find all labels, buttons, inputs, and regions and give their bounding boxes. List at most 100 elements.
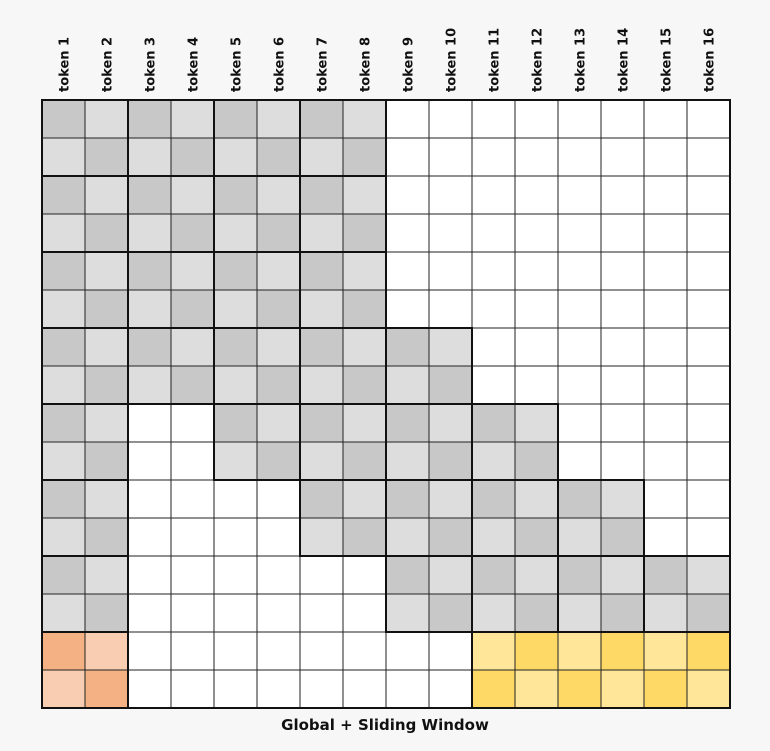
attention-cell	[429, 594, 472, 632]
attention-cell	[85, 594, 128, 632]
attention-cell	[558, 176, 601, 214]
attention-cell	[558, 214, 601, 252]
attention-cell	[515, 480, 558, 518]
attention-cell	[601, 442, 644, 480]
attention-cell	[386, 480, 429, 518]
attention-cell	[687, 366, 730, 404]
attention-cell	[429, 670, 472, 708]
attention-cell	[85, 442, 128, 480]
attention-cell	[300, 556, 343, 594]
attention-cell	[42, 214, 85, 252]
attention-cell	[386, 556, 429, 594]
attention-cell	[257, 100, 300, 138]
attention-cell	[687, 290, 730, 328]
token-label: token 16	[703, 28, 718, 92]
attention-cell	[257, 138, 300, 176]
attention-cell	[214, 138, 257, 176]
attention-cell	[343, 670, 386, 708]
attention-cell	[515, 252, 558, 290]
block-borders	[41, 99, 731, 709]
attention-cell	[472, 632, 515, 670]
attention-cell	[429, 404, 472, 442]
token-label: token 4	[187, 37, 202, 92]
attention-cell	[687, 556, 730, 594]
attention-cell	[300, 366, 343, 404]
attention-cell	[171, 214, 214, 252]
attention-cell	[601, 328, 644, 366]
attention-cell	[472, 100, 515, 138]
attention-cell	[85, 518, 128, 556]
attention-cell	[472, 518, 515, 556]
attention-cell	[515, 442, 558, 480]
attention-cell	[343, 518, 386, 556]
attention-cell	[515, 328, 558, 366]
attention-cell	[257, 252, 300, 290]
attention-cell	[687, 670, 730, 708]
attention-cell	[128, 632, 171, 670]
attention-cell	[515, 176, 558, 214]
attention-cell	[171, 556, 214, 594]
attention-cell	[171, 290, 214, 328]
attention-cell	[558, 100, 601, 138]
token-label: token 10	[445, 28, 460, 92]
token-label: token 6	[273, 37, 288, 92]
attention-cell	[300, 480, 343, 518]
attention-cell	[644, 442, 687, 480]
attention-cell	[85, 138, 128, 176]
attention-cell	[128, 138, 171, 176]
attention-cell	[214, 670, 257, 708]
attention-cell	[429, 442, 472, 480]
attention-cell	[128, 214, 171, 252]
attention-cell	[42, 518, 85, 556]
attention-cell	[386, 138, 429, 176]
attention-cell	[128, 670, 171, 708]
attention-cell	[257, 594, 300, 632]
attention-cell	[42, 480, 85, 518]
attention-cell	[85, 480, 128, 518]
attention-cell	[644, 100, 687, 138]
attention-cell	[386, 442, 429, 480]
attention-cell	[214, 214, 257, 252]
attention-cell	[343, 138, 386, 176]
attention-cell	[257, 366, 300, 404]
attention-cell	[429, 480, 472, 518]
attention-cell	[386, 632, 429, 670]
attention-cell	[386, 176, 429, 214]
attention-cell	[300, 404, 343, 442]
attention-cell	[171, 480, 214, 518]
attention-cell	[257, 290, 300, 328]
attention-cell	[85, 176, 128, 214]
attention-cell	[558, 556, 601, 594]
attention-cell	[214, 290, 257, 328]
attention-cell	[257, 518, 300, 556]
attention-cell	[515, 594, 558, 632]
attention-cell	[343, 556, 386, 594]
token-label: token 9	[402, 37, 417, 92]
attention-cell	[300, 290, 343, 328]
attention-cell	[687, 252, 730, 290]
attention-cell	[515, 100, 558, 138]
attention-cell	[214, 442, 257, 480]
token-labels: token 1 token 2 token 3 token 4 token 5 token…	[58, 28, 718, 92]
attention-cell	[472, 176, 515, 214]
attention-cell	[601, 632, 644, 670]
attention-cell	[429, 366, 472, 404]
attention-cell	[300, 632, 343, 670]
attention-cell	[687, 138, 730, 176]
attention-cell	[343, 480, 386, 518]
attention-cell	[171, 366, 214, 404]
token-label: token 11	[488, 28, 503, 92]
attention-cell	[171, 328, 214, 366]
attention-cell	[300, 670, 343, 708]
attention-cell	[687, 404, 730, 442]
attention-cell	[644, 594, 687, 632]
attention-cell	[472, 328, 515, 366]
attention-cell	[601, 176, 644, 214]
token-label: token 8	[359, 37, 374, 92]
attention-grid	[42, 100, 730, 708]
attention-cell	[515, 632, 558, 670]
attention-cell	[515, 366, 558, 404]
attention-cell	[558, 404, 601, 442]
attention-cell	[429, 100, 472, 138]
attention-cell	[515, 670, 558, 708]
